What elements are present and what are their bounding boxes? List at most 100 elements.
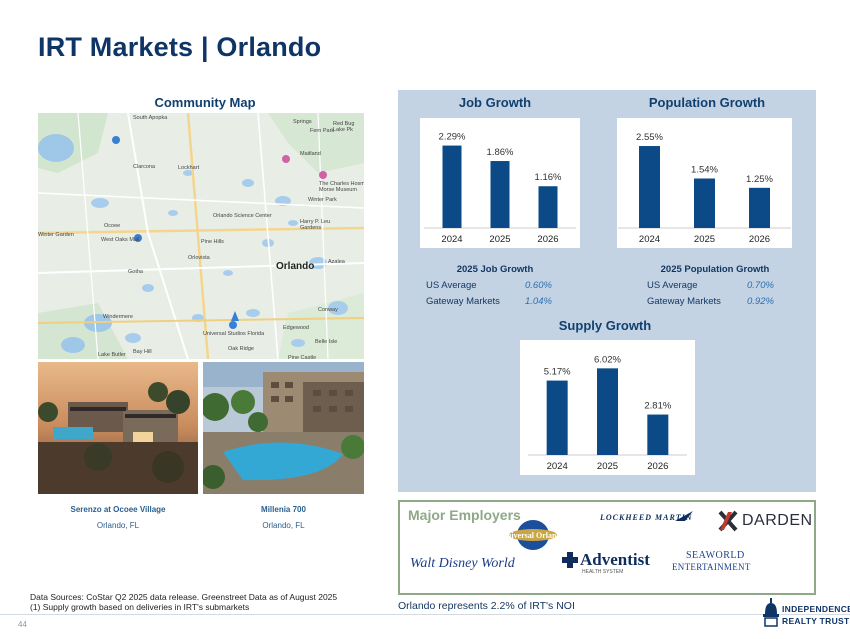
- property-name-serenzo: Serenzo at Ocoee Village: [70, 505, 166, 514]
- disney-logo: Walt Disney World: [410, 556, 515, 571]
- svg-text:The Charles Hosmer: The Charles Hosmer: [319, 181, 364, 187]
- population-growth-tick-label-2026: 2026: [749, 234, 770, 245]
- svg-text:Harry P. Leu: Harry P. Leu: [300, 219, 330, 225]
- svg-text:Ocoee: Ocoee: [104, 223, 120, 229]
- darden-logo: DARDEN: [742, 512, 813, 529]
- job-stat-heading: 2025 Job Growth: [456, 264, 534, 275]
- page-number: 44: [18, 620, 27, 629]
- job-growth-chart-box: 2.29% 2024 1.86% 2025 1.16% 2026: [420, 118, 580, 248]
- major-employers-heading: Major Employers: [408, 507, 521, 523]
- svg-text:Orlando: Orlando: [276, 261, 314, 272]
- lockheed-star-icon: [675, 509, 693, 523]
- supply-growth-tick-label-2024: 2024: [547, 461, 568, 472]
- supply-growth-tick-label-2026: 2026: [647, 461, 668, 472]
- job-growth-bar-2024: [442, 145, 462, 228]
- adventist-logo: Adventist: [580, 550, 650, 569]
- lockheed-logo: LOCKHEED MARTIN: [600, 513, 693, 522]
- job-growth-data-label-2024: 2.29%: [439, 132, 466, 143]
- population-growth-heading: Population Growth: [648, 95, 766, 110]
- job-stat-us-value: 0.60%: [525, 280, 552, 291]
- population-growth-bar-2026: [749, 187, 770, 228]
- job-stat-us-label: US Average: [426, 280, 477, 291]
- svg-text:West Oaks Mall: West Oaks Mall: [101, 237, 139, 243]
- adventist-cross-icon: [562, 552, 578, 568]
- population-growth-bar-2025: [694, 178, 715, 228]
- svg-text:Lockhart: Lockhart: [178, 165, 200, 171]
- supply-growth-tick-label-2025: 2025: [597, 461, 618, 472]
- svg-text:Springs: Springs: [293, 119, 312, 125]
- job-growth-tick-label-2024: 2024: [441, 234, 462, 245]
- pop-stat-us-value: 0.70%: [747, 280, 774, 291]
- adventist-subtitle: HEALTH SYSTEM: [582, 569, 624, 575]
- job-growth-data-label-2026: 1.16%: [535, 172, 562, 183]
- brand-line1: INDEPENDENCE: [782, 604, 850, 614]
- supply-growth-chart-box: 5.17% 2024 6.02% 2025 2.81% 2026: [520, 340, 695, 475]
- job-stat-gateway-label: Gateway Markets: [426, 296, 500, 307]
- population-growth-data-label-2024: 2.55%: [636, 132, 663, 143]
- pop-stat-us-label: US Average: [647, 280, 698, 291]
- footer-divider: [0, 614, 850, 615]
- footnote-sources: Data Sources: CoStar Q2 2025 data releas…: [30, 592, 338, 602]
- svg-text:Red Bug: Red Bug: [333, 121, 354, 127]
- universal-logo-text: Universal Orlando: [508, 531, 558, 540]
- seaworld-logo: SEAWORLD: [686, 550, 745, 561]
- svg-text:Universal Studios Florida: Universal Studios Florida: [203, 331, 265, 337]
- svg-text:Lake Butler: Lake Butler: [98, 352, 126, 358]
- job-growth-chart: 2.29% 2024 1.86% 2025 1.16% 2026: [424, 132, 576, 245]
- population-growth-tick-label-2024: 2024: [639, 234, 660, 245]
- svg-text:Morse Museum: Morse Museum: [319, 187, 357, 193]
- population-growth-tick-label-2025: 2025: [694, 234, 715, 245]
- supply-growth-bar-2025: [597, 368, 618, 455]
- svg-text:Windermere: Windermere: [103, 314, 133, 320]
- job-stat-gateway-value: 1.04%: [525, 296, 552, 307]
- svg-text:Winter Park: Winter Park: [308, 197, 337, 203]
- job-growth-bar-2025: [490, 161, 510, 228]
- property-location-serenzo: Orlando, FL: [96, 521, 140, 530]
- svg-text:Gotha: Gotha: [128, 269, 144, 275]
- population-growth-chart: 2.55% 2024 1.54% 2025 1.25% 2026: [618, 132, 791, 245]
- job-growth-bar-2026: [538, 186, 558, 228]
- supply-growth-bar-2026: [647, 414, 669, 455]
- svg-text:Lake Pk: Lake Pk: [333, 127, 353, 133]
- population-growth-chart-box: 2.55% 2024 1.54% 2025 1.25% 2026: [617, 118, 792, 248]
- map-graphic: South Apopka Springs Fern Park Red Bug L…: [38, 113, 364, 359]
- supply-growth-heading: Supply Growth: [558, 318, 652, 333]
- job-growth-heading: Job Growth: [458, 95, 532, 110]
- page-title: IRT Markets | Orlando: [38, 32, 322, 62]
- svg-text:Maitland: Maitland: [300, 151, 321, 157]
- property-name-millenia: Millenia 700: [261, 505, 306, 514]
- irt-bell-icon: [762, 598, 780, 628]
- darden-mark-icon: [718, 510, 738, 532]
- major-employers-box: [398, 500, 816, 595]
- svg-text:Oak Ridge: Oak Ridge: [228, 346, 254, 352]
- supply-growth-data-label-2025: 6.02%: [594, 354, 621, 365]
- supply-growth-chart: 5.17% 2024 6.02% 2025 2.81% 2026: [528, 354, 687, 472]
- brand-line2: REALTY TRUST: [782, 616, 850, 626]
- seaworld-subtitle: ENTERTAINMENT: [672, 562, 751, 572]
- pop-stat-gateway-label: Gateway Markets: [647, 296, 721, 307]
- svg-text:Pine Hills: Pine Hills: [201, 239, 224, 245]
- svg-text:Fern Park: Fern Park: [310, 128, 334, 134]
- svg-text:South Apopka: South Apopka: [133, 115, 168, 121]
- population-growth-data-label-2026: 1.25%: [746, 174, 773, 185]
- supply-growth-data-label-2026: 2.81%: [644, 401, 671, 412]
- svg-text:Orlovista: Orlovista: [188, 255, 211, 261]
- svg-text:Edgewood: Edgewood: [283, 325, 309, 331]
- svg-text:Gardens: Gardens: [300, 225, 321, 231]
- pop-stat-heading: 2025 Population Growth: [660, 264, 770, 275]
- property-photo-serenzo: [38, 362, 198, 494]
- job-growth-data-label-2025: 1.86%: [487, 147, 514, 158]
- supply-growth-data-label-2024: 5.17%: [544, 367, 571, 378]
- svg-text:Orlando Science Center: Orlando Science Center: [213, 213, 272, 219]
- svg-text:Clarcona: Clarcona: [133, 164, 156, 170]
- pop-stat-gateway-value: 0.92%: [747, 296, 774, 307]
- population-growth-data-label-2025: 1.54%: [691, 165, 718, 176]
- svg-text:Bay Hill: Bay Hill: [133, 349, 152, 355]
- svg-text:Pine Castle: Pine Castle: [288, 355, 316, 359]
- svg-text:Winter Garden: Winter Garden: [38, 232, 74, 238]
- svg-text:Azalea: Azalea: [328, 259, 346, 265]
- community-map[interactable]: South Apopka Springs Fern Park Red Bug L…: [38, 113, 364, 359]
- property-photo-millenia: [203, 362, 364, 494]
- svg-text:Belle Isle: Belle Isle: [315, 339, 337, 345]
- map-heading: Community Map: [154, 95, 256, 110]
